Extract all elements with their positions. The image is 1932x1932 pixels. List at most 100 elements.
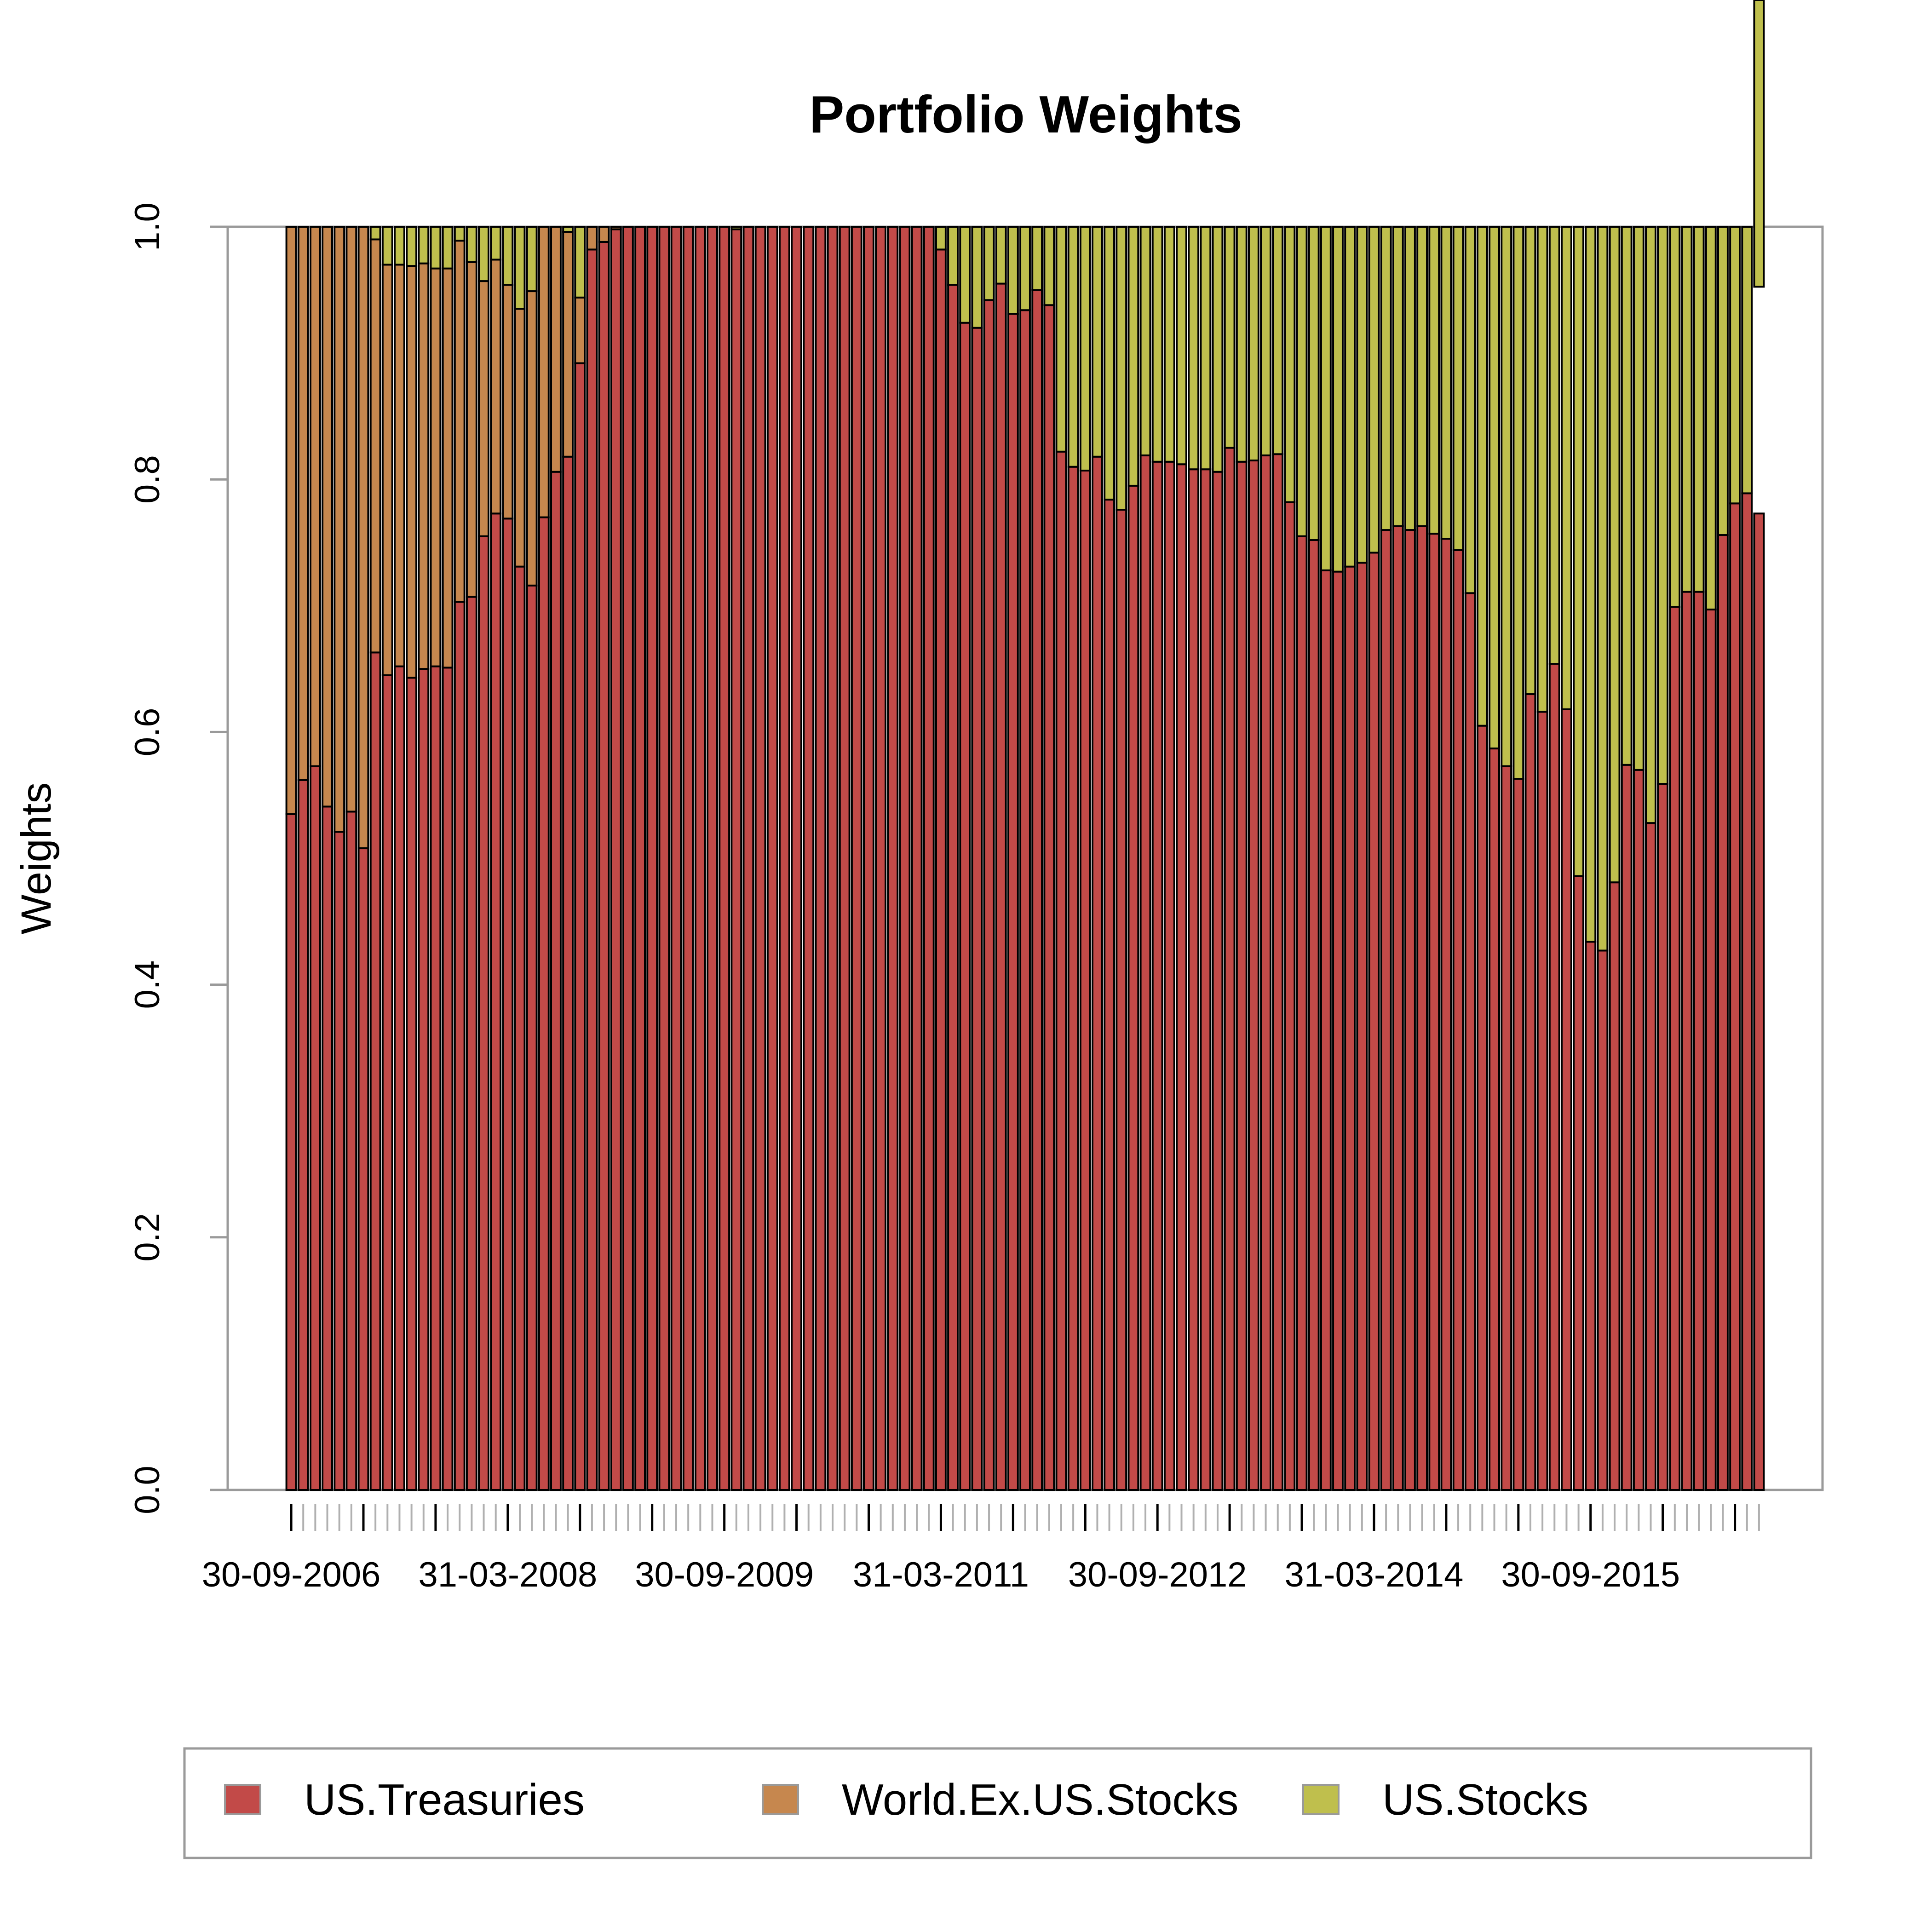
bar-segment-us-treasuries — [719, 226, 730, 1491]
bars-layer — [285, 0, 1765, 1491]
legend-swatch — [1302, 1784, 1340, 1815]
bar-segment-us-stocks — [442, 226, 454, 270]
legend: US.Treasuries World.Ex.US.Stocks US.Stocks — [224, 1775, 1588, 1824]
bar-segment-us-treasuries — [1368, 552, 1380, 1491]
bar-segment-us-treasuries — [1176, 463, 1187, 1491]
bar-segment-world-ex-us-stocks — [514, 308, 526, 568]
bar-segment-us-treasuries — [345, 811, 357, 1491]
y-tick-label: 0.6 — [128, 708, 167, 757]
bar-segment-us-stocks — [1091, 226, 1103, 458]
bar-segment-world-ex-us-stocks — [334, 226, 345, 833]
bar-segment-us-treasuries — [707, 226, 718, 1491]
bar-segment-us-treasuries — [538, 516, 550, 1491]
bar-segment-us-treasuries — [562, 455, 574, 1491]
bar-segment-world-ex-us-stocks — [345, 226, 357, 813]
bar-segment-us-treasuries — [887, 226, 899, 1491]
bar-segment-us-stocks — [1188, 226, 1200, 471]
bar-segment-us-treasuries — [1344, 565, 1356, 1491]
bar-segment-world-ex-us-stocks — [285, 226, 297, 815]
bar-segment-us-treasuries — [1464, 592, 1476, 1491]
y-axis: 0.0 0.2 0.4 0.6 0.8 1.0 — [128, 202, 228, 1514]
bar-segment-us-stocks — [1151, 226, 1163, 463]
bar-segment-us-stocks — [1669, 226, 1681, 608]
bar-segment-world-ex-us-stocks — [490, 259, 502, 515]
bar-segment-us-treasuries — [550, 471, 562, 1491]
bar-segment-world-ex-us-stocks — [394, 264, 405, 667]
bar-segment-us-treasuries — [646, 226, 658, 1491]
bar-segment-us-treasuries — [778, 226, 790, 1491]
bar-segment-us-treasuries — [1681, 591, 1693, 1491]
bar-segment-us-stocks — [1104, 226, 1116, 501]
bar-segment-us-treasuries — [1260, 454, 1272, 1491]
bar-segment-world-ex-us-stocks — [610, 226, 622, 230]
bar-segment-us-treasuries — [754, 226, 766, 1491]
bar-segment-us-stocks — [430, 226, 442, 270]
x-tick-label: 30-09-2012 — [1068, 1555, 1247, 1594]
bar-segment-us-treasuries — [442, 667, 454, 1491]
bar-segment-us-treasuries — [309, 765, 321, 1491]
bar-segment-us-treasuries — [1657, 782, 1669, 1491]
legend-swatch — [224, 1784, 261, 1815]
bar-segment-us-stocks — [995, 226, 1007, 285]
bar-segment-world-ex-us-stocks — [418, 262, 430, 670]
bar-segment-us-treasuries — [899, 226, 911, 1491]
bar-segment-us-stocks — [1019, 226, 1031, 311]
bar-segment-us-stocks — [1501, 226, 1512, 767]
bar-segment-us-treasuries — [454, 601, 466, 1491]
bar-segment-us-stocks — [394, 226, 405, 266]
y-tick-label: 1.0 — [128, 202, 167, 251]
bar-segment-us-treasuries — [1139, 454, 1151, 1491]
bar-segment-us-stocks — [1452, 226, 1464, 551]
bar-segment-world-ex-us-stocks — [297, 226, 309, 781]
bar-segment-us-treasuries — [478, 535, 490, 1491]
bar-segment-us-treasuries — [1524, 693, 1536, 1491]
bar-segment-us-treasuries — [1332, 570, 1344, 1491]
bar-segment-us-treasuries — [1392, 525, 1404, 1491]
bar-segment-world-ex-us-stocks — [466, 261, 477, 598]
bar-segment-us-stocks — [1344, 226, 1356, 568]
bar-segment-us-treasuries — [1091, 455, 1103, 1491]
bar-segment-us-treasuries — [526, 584, 538, 1491]
x-tick-label: 31-03-2014 — [1285, 1555, 1464, 1594]
bar-segment-us-stocks — [1031, 226, 1043, 291]
bar-segment-us-treasuries — [1609, 881, 1621, 1491]
legend-label: World.Ex.US.Stocks — [842, 1775, 1238, 1824]
bar-segment-us-stocks — [369, 226, 381, 241]
bar-segment-us-stocks — [502, 226, 514, 286]
bar-segment-us-stocks — [1272, 226, 1284, 455]
bar-segment-us-stocks — [1524, 226, 1536, 696]
bar-segment-us-treasuries — [1753, 512, 1765, 1491]
bar-segment-us-treasuries — [1380, 529, 1392, 1491]
bar-segment-us-treasuries — [610, 228, 622, 1491]
bar-segment-us-stocks — [406, 226, 418, 267]
bar-segment-us-treasuries — [803, 226, 815, 1491]
bar-segment-us-stocks — [490, 226, 502, 261]
bar-segment-us-treasuries — [1320, 569, 1332, 1491]
bar-segment-us-treasuries — [1163, 460, 1175, 1491]
bar-segment-us-treasuries — [923, 226, 935, 1491]
bar-segment-us-stocks — [1176, 226, 1187, 466]
bar-segment-us-treasuries — [694, 226, 706, 1491]
bar-segment-us-stocks — [959, 226, 971, 324]
bar-segment-us-treasuries — [851, 226, 862, 1491]
x-axis: 30-09-2006 31-03-2008 30-09-2009 31-03-2011… — [202, 1504, 1760, 1594]
bar-segment-us-stocks — [1428, 226, 1440, 535]
bar-segment-us-stocks — [1308, 226, 1320, 541]
bar-segment-us-treasuries — [670, 226, 682, 1491]
bar-segment-us-treasuries — [863, 226, 874, 1491]
bar-segment-us-treasuries — [586, 248, 598, 1491]
bar-segment-us-stocks — [1236, 226, 1248, 463]
bar-segment-us-treasuries — [1560, 708, 1572, 1491]
bar-segment-us-stocks — [1464, 226, 1476, 594]
bar-segment-us-treasuries — [911, 226, 923, 1491]
bar-segment-us-treasuries — [1296, 535, 1308, 1491]
bar-segment-us-stocks — [1621, 226, 1633, 766]
bar-segment-us-treasuries — [1212, 471, 1224, 1491]
bar-segment-us-treasuries — [1031, 289, 1043, 1491]
bar-segment-us-treasuries — [742, 226, 754, 1491]
bar-segment-us-treasuries — [1116, 509, 1127, 1491]
bar-segment-us-treasuries — [1489, 748, 1500, 1491]
bar-segment-us-stocks — [1548, 226, 1560, 665]
bar-segment-us-treasuries — [1104, 499, 1116, 1491]
bar-segment-us-treasuries — [791, 226, 803, 1491]
